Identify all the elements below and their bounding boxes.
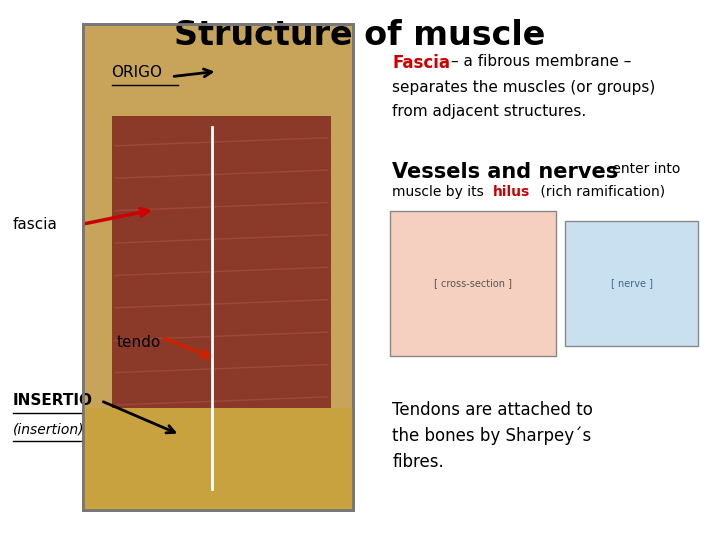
Bar: [83, 408, 353, 510]
Text: – a fibrous membrane –: – a fibrous membrane –: [451, 54, 632, 69]
Text: Tendons are attached to: Tendons are attached to: [392, 401, 593, 418]
Bar: [390, 211, 556, 356]
Text: from adjacent structures.: from adjacent structures.: [392, 104, 587, 119]
Text: (insertion): (insertion): [13, 422, 84, 436]
Text: INSERTIO: INSERTIO: [13, 393, 93, 408]
Text: (rich ramification): (rich ramification): [536, 185, 665, 199]
Bar: [83, 24, 353, 510]
Bar: [565, 221, 698, 346]
Bar: [83, 24, 353, 510]
Text: [ cross-section ]: [ cross-section ]: [434, 279, 512, 288]
Text: separates the muscles (or groups): separates the muscles (or groups): [392, 80, 656, 95]
Text: tendo: tendo: [117, 335, 161, 350]
Text: enter into: enter into: [608, 162, 681, 176]
Text: Vessels and nerves: Vessels and nerves: [392, 162, 618, 182]
Text: Fascia: Fascia: [392, 54, 451, 72]
Text: ORIGO: ORIGO: [112, 65, 163, 80]
Bar: [112, 116, 331, 408]
Text: muscle by its: muscle by its: [392, 185, 489, 199]
Text: [ nerve ]: [ nerve ]: [611, 279, 653, 288]
Text: hilus: hilus: [493, 185, 531, 199]
Text: the bones by Sharpey´s: the bones by Sharpey´s: [392, 427, 592, 445]
Text: fibres.: fibres.: [392, 453, 444, 470]
Text: Structure of muscle: Structure of muscle: [174, 19, 546, 52]
Text: fascia: fascia: [13, 217, 58, 232]
